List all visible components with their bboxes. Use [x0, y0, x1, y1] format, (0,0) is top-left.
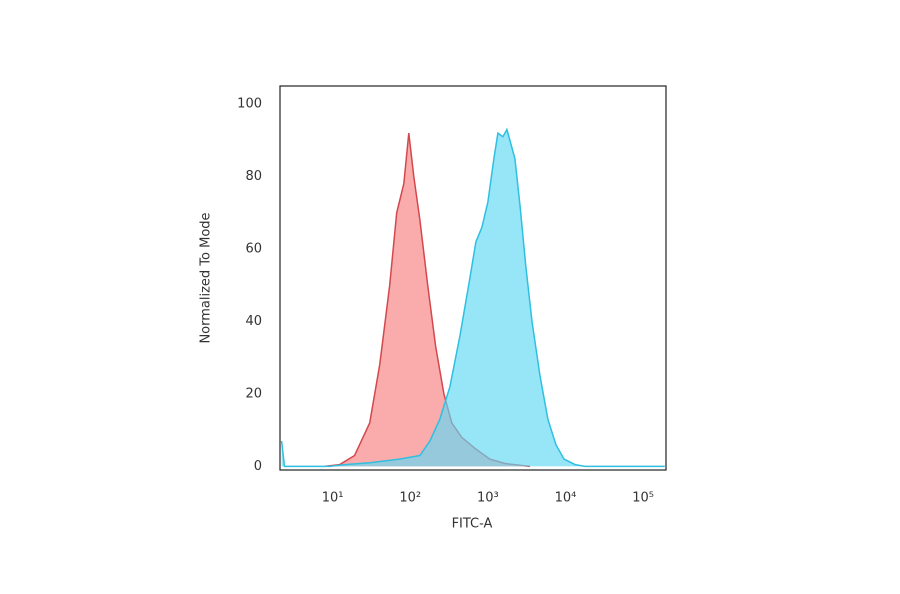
y-tick-label: 100 [237, 97, 262, 112]
x-axis-label: FITC-A [452, 517, 493, 532]
y-tick-label: 60 [245, 242, 262, 257]
y-tick-label: 0 [254, 459, 262, 474]
x-tick-label: 10² [399, 491, 421, 506]
plot-frame [279, 85, 667, 471]
area-fill [281, 129, 665, 467]
plot-area [280, 127, 665, 468]
y-tick-label: 80 [245, 169, 262, 184]
x-tick-label: 10⁵ [632, 491, 654, 506]
x-tick-label: 10⁴ [555, 491, 577, 506]
y-axis-label: Normalized To Mode [199, 212, 214, 343]
x-tick-label: 10¹ [322, 491, 344, 506]
area-fill [324, 133, 530, 467]
y-tick-label: 40 [245, 314, 262, 329]
x-tick-label: 10³ [477, 491, 499, 506]
area-line [280, 127, 665, 468]
y-tick-label: 20 [245, 386, 262, 401]
